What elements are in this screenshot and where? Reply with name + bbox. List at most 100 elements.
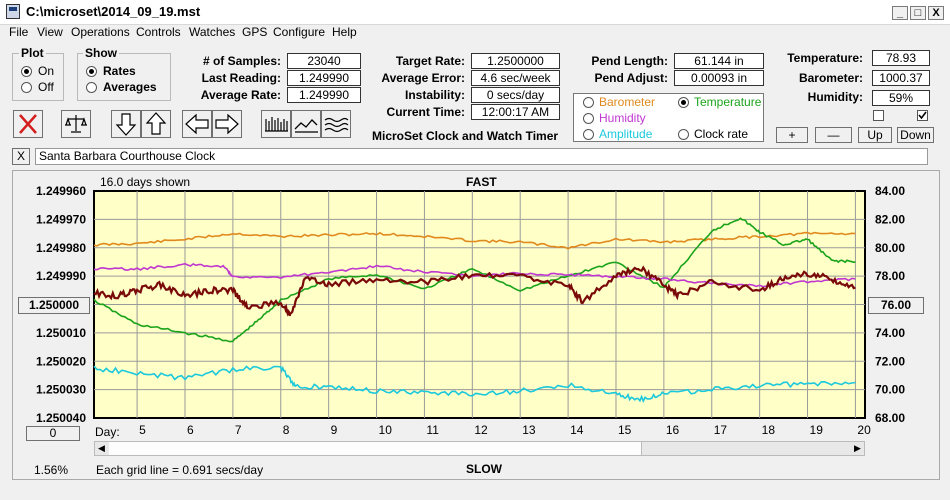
humidity-field: 59%	[872, 90, 930, 106]
minimize-button[interactable]: _	[892, 6, 908, 20]
title-bar: C:\microset\2014_09_19.mst _ □ X	[0, 0, 950, 25]
menu-controls[interactable]: Controls	[136, 25, 181, 39]
current-time-label: Current Time:	[386, 105, 465, 119]
menu-watches[interactable]: Watches	[189, 25, 236, 39]
menu-view[interactable]: View	[37, 25, 63, 39]
y-right-tick-label: 80.00	[875, 241, 905, 255]
series-line	[93, 265, 856, 317]
menu-gps[interactable]: GPS	[242, 25, 268, 39]
arrow-right-icon	[215, 113, 239, 135]
plot-on-radio[interactable]	[21, 66, 32, 77]
scroll-right-icon[interactable]: ▶	[854, 443, 861, 453]
arrow-up-button[interactable]	[141, 110, 171, 138]
series-line	[93, 231, 856, 250]
plot-group-title: Plot	[19, 46, 46, 60]
y-left-tick-label: 1.249960	[36, 184, 86, 198]
y-right-tick-label: 72.00	[875, 354, 905, 368]
temperature-field: 78.93	[872, 50, 930, 66]
fast-label: FAST	[466, 175, 497, 189]
humidity-label: Humidity:	[807, 90, 863, 104]
y-left-tick-label: 1.250030	[36, 383, 86, 397]
amplitude-radio[interactable]	[583, 129, 594, 140]
y-right-tick-label: 68.00	[875, 411, 905, 425]
environment-checkbox-2[interactable]	[917, 110, 928, 121]
humidity-option-label: Humidity	[599, 111, 646, 125]
instability-field: 0 secs/day	[471, 87, 560, 103]
line-view-button[interactable]	[291, 110, 321, 138]
watch-name-field[interactable]: Santa Barbara Courthouse Clock	[35, 148, 928, 165]
menu-help[interactable]: Help	[332, 25, 357, 39]
instability-label: Instability:	[404, 88, 465, 102]
show-averages-radio[interactable]	[86, 82, 97, 93]
menu-operations[interactable]: Operations	[71, 25, 130, 39]
pend-length-label: Pend Length:	[591, 54, 668, 68]
arrow-down-icon	[115, 113, 137, 136]
y-right-tick-label: 82.00	[875, 212, 905, 226]
waves-view-button[interactable]	[321, 110, 351, 138]
maximize-button[interactable]: □	[910, 6, 926, 20]
bars-view-button[interactable]	[261, 110, 291, 138]
show-group	[77, 53, 171, 101]
chart-frame	[12, 170, 940, 480]
show-rates-radio[interactable]	[86, 66, 97, 77]
scale-up-button[interactable]: Up	[858, 127, 892, 143]
menu-configure[interactable]: Configure	[273, 25, 326, 39]
barometer-field: 1000.37	[872, 70, 930, 86]
x-tick-label: 9	[331, 423, 338, 437]
menu-file[interactable]: File	[9, 25, 29, 39]
x-tick-label: 8	[283, 423, 290, 437]
scale-minus-button[interactable]: —	[815, 127, 852, 143]
scroll-left-icon[interactable]: ◀	[98, 443, 105, 453]
arrow-left-button[interactable]	[182, 110, 212, 138]
arrow-up-icon	[145, 112, 167, 135]
center-temp-button[interactable]: 76.00	[868, 297, 924, 314]
center-rate-button[interactable]: 1.250000	[18, 297, 90, 314]
days-shown-label: 16.0 days shown	[100, 175, 191, 189]
series-line	[93, 365, 856, 404]
horizontal-scrollbar[interactable]: ◀ ▶	[94, 441, 865, 456]
scrollbar-thumb[interactable]	[109, 442, 642, 455]
clear-button[interactable]	[13, 110, 43, 138]
y-left-tick-label: 1.249980	[36, 241, 86, 255]
window-title: C:\microset\2014_09_19.mst	[26, 4, 201, 19]
average-rate-field: 1.249990	[287, 87, 361, 103]
humidity-radio[interactable]	[583, 113, 594, 124]
plot-off-radio[interactable]	[21, 82, 32, 93]
x-tick-label: 14	[570, 423, 584, 437]
y-left-tick-label: 1.250020	[36, 354, 86, 368]
show-group-title: Show	[83, 46, 119, 60]
temperature-radio[interactable]	[678, 97, 689, 108]
day-offset-button[interactable]: 0	[26, 426, 80, 441]
x-tick-label: 11	[426, 423, 439, 437]
x-tick-label: 7	[235, 423, 242, 437]
menu-bar: File View Operations Controls Watches GP…	[0, 24, 950, 42]
plot-on-label: On	[38, 64, 55, 78]
scale-down-button[interactable]: Down	[897, 127, 934, 143]
pend-length-field[interactable]: 61.144 in	[674, 53, 764, 69]
grid-note-label: Each grid line = 0.691 secs/day	[96, 463, 264, 477]
show-averages-label: Averages	[103, 80, 157, 94]
scale-plus-button[interactable]: +	[776, 127, 808, 143]
environment-checkbox-1[interactable]	[873, 110, 884, 121]
barometer-label: Barometer:	[798, 71, 863, 85]
x-tick-label: 15	[618, 423, 632, 437]
temperature-option-label: Temperature	[694, 95, 762, 109]
x-tick-label: 5	[139, 423, 146, 437]
current-time-field: 12:00:17 AM	[471, 104, 560, 120]
close-button[interactable]: X	[928, 6, 944, 20]
x-tick-label: 6	[187, 423, 194, 437]
close-watch-button[interactable]: X	[12, 148, 30, 165]
arrow-left-icon	[185, 113, 209, 135]
app-icon	[6, 4, 20, 19]
arrow-down-button[interactable]	[111, 110, 141, 138]
barometer-option-label: Barometer	[599, 95, 656, 109]
balance-button[interactable]	[61, 110, 91, 138]
clock-rate-radio[interactable]	[678, 129, 689, 140]
pend-adjust-field: 0.00093 in	[674, 70, 764, 86]
arrow-right-button[interactable]	[212, 110, 242, 138]
waves-icon	[324, 117, 349, 133]
barometer-radio[interactable]	[583, 97, 594, 108]
target-rate-field[interactable]: 1.2500000	[471, 53, 560, 69]
percent-label: 1.56%	[34, 463, 69, 477]
average-rate-label: Average Rate:	[200, 88, 281, 102]
